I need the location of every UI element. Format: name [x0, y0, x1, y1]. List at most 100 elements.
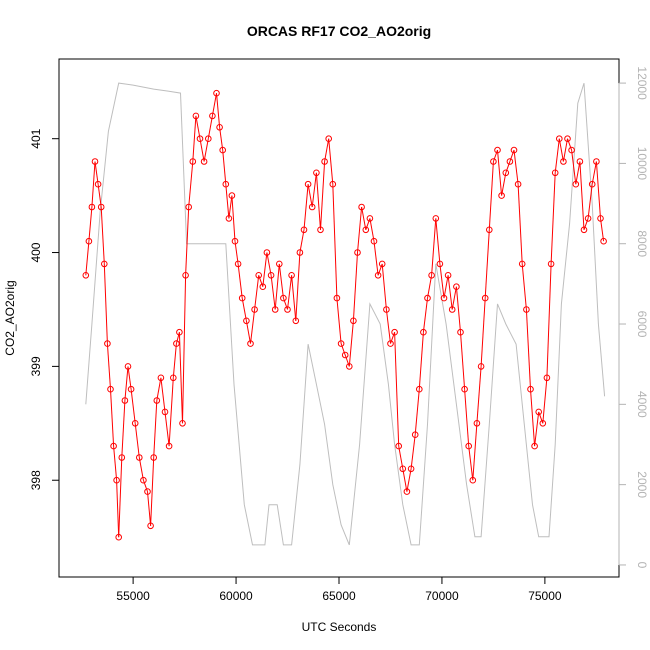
co2-line-segment: [435, 218, 441, 264]
co2-line-segment: [538, 411, 544, 424]
co2-point: [428, 272, 435, 279]
co2-point: [444, 272, 452, 279]
co2-line-segment: [567, 138, 573, 151]
co2-line-segment: [406, 468, 412, 492]
co2-point: [185, 203, 192, 211]
co2-line-segment: [562, 138, 568, 162]
co2-line-segment: [124, 366, 129, 401]
co2-point: [325, 135, 333, 142]
co2-line-segment: [381, 263, 387, 310]
co2-point: [263, 249, 271, 256]
co2-line-segment: [595, 161, 601, 219]
co2-line-segment: [484, 229, 490, 299]
co2-line-segment: [431, 218, 437, 276]
right-tick-label: 10000: [635, 147, 649, 181]
co2-line-segment: [266, 252, 272, 276]
co2-line-segment: [164, 411, 170, 447]
co2-point: [560, 158, 567, 165]
co2-line-segment: [182, 275, 187, 424]
co2-line-segment: [324, 138, 330, 162]
co2-point: [494, 146, 501, 154]
co2-line-segment: [394, 332, 400, 447]
co2-point: [205, 135, 212, 142]
co2-point: [510, 146, 518, 154]
co2-point: [288, 272, 295, 279]
co2-point: [104, 340, 111, 347]
co2-point: [113, 476, 120, 484]
co2-line-segment: [460, 332, 466, 390]
co2-point: [247, 340, 254, 347]
co2-line-segment: [443, 275, 449, 299]
co2-point: [200, 158, 208, 165]
co2-point: [370, 237, 378, 245]
co2-line-segment: [168, 377, 174, 447]
x-axis: 55000 60000 65000 70000 75000: [116, 576, 562, 603]
co2-point: [267, 272, 275, 279]
co2-point: [564, 135, 571, 142]
co2-point: [115, 533, 122, 541]
right-tick-label: 8000: [635, 230, 649, 257]
co2-point: [225, 215, 233, 222]
co2-line-segment: [513, 150, 519, 185]
co2-line-segment: [303, 184, 309, 230]
co2-line-segment: [587, 184, 593, 219]
co2-line-segment: [100, 206, 105, 264]
co2-point: [416, 385, 423, 393]
co2-line-segment: [534, 411, 540, 447]
co2-line-segment: [262, 252, 268, 287]
right-tick-label: 12000: [635, 66, 649, 100]
co2-point: [179, 420, 186, 427]
co2-point: [88, 203, 96, 211]
co2-point: [110, 442, 117, 450]
co2-line-segment: [410, 434, 416, 469]
co2-line-segment: [254, 275, 260, 310]
co2-line-segment: [118, 457, 123, 538]
co2-point: [213, 89, 220, 97]
co2-line-segment: [88, 206, 93, 242]
co2-point: [243, 317, 250, 325]
co2-point: [403, 488, 411, 495]
co2-line-segment: [530, 389, 536, 447]
co2-point: [209, 112, 216, 120]
co2-point: [366, 215, 374, 222]
co2-line-segment: [542, 377, 548, 424]
co2-line-segment: [150, 457, 155, 526]
co2-line-segment: [97, 184, 102, 208]
x-tick-label: 55000: [116, 589, 150, 603]
co2-line-segment: [591, 161, 597, 185]
co2-point: [150, 454, 157, 461]
co2-point: [292, 317, 300, 325]
co2-point: [473, 420, 481, 427]
x-tick-label: 70000: [425, 589, 459, 603]
y-tick-label: 398: [29, 470, 43, 490]
co2-line-segment: [94, 161, 99, 185]
co2-point: [121, 397, 129, 404]
co2-line-segment: [501, 172, 507, 196]
co2-point: [280, 294, 287, 302]
co2-point: [147, 522, 154, 530]
co2-line-segment: [455, 286, 461, 333]
co2-line-segment: [488, 161, 494, 230]
co2-line-segment: [377, 263, 383, 276]
co2-point: [118, 454, 126, 461]
co2-point: [535, 408, 543, 416]
co2-point: [333, 294, 341, 302]
co2-point: [173, 340, 180, 347]
y-tick-label: 400: [29, 242, 43, 262]
co2-point: [131, 420, 139, 427]
co2-line-segment: [579, 161, 585, 230]
co2-line-segment: [219, 127, 224, 151]
co2-line-segment: [558, 138, 564, 162]
co2-line-segment: [472, 423, 478, 481]
co2-line-segment: [156, 377, 162, 401]
co2-point: [231, 237, 239, 245]
co2-line-segment: [402, 468, 408, 492]
co2-point: [481, 294, 489, 302]
co2-line-segment: [521, 263, 527, 310]
co2-line-segment: [492, 149, 498, 162]
co2-point: [189, 158, 197, 165]
co2-line-segment: [385, 309, 391, 344]
co2-point: [518, 260, 526, 268]
co2-line-segment: [282, 297, 288, 310]
co2-point: [341, 351, 349, 359]
